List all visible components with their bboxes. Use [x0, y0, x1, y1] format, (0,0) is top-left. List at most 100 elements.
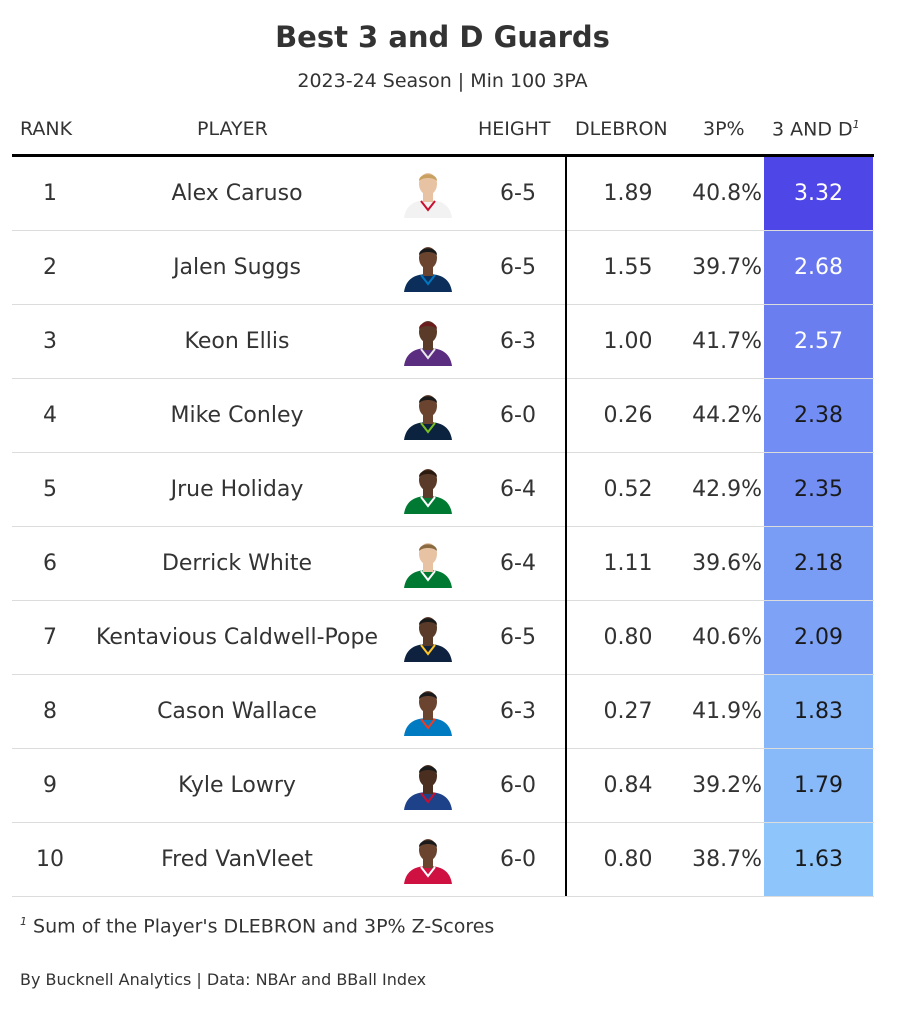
table-row: 9 Kyle Lowry 6-0 0.84 39.2% 1.79 — [12, 749, 874, 823]
dlebron-cell: 1.00 — [603, 329, 653, 354]
footnote: 1 Sum of the Player's DLEBRON and 3P% Z-… — [20, 915, 494, 937]
score-cell: 1.63 — [764, 823, 873, 896]
footnote-marker: 1 — [852, 118, 860, 131]
rank-cell: 7 — [43, 625, 57, 650]
table-row: 1 Alex Caruso 6-5 1.89 40.8% 3.32 — [12, 157, 874, 231]
player-name: Cason Wallace — [157, 699, 317, 724]
player-name: Kyle Lowry — [178, 773, 296, 798]
score-cell: 2.35 — [764, 453, 873, 526]
table-row: 8 Cason Wallace 6-3 0.27 41.9% 1.83 — [12, 675, 874, 749]
score-cell: 3.32 — [764, 157, 873, 230]
score-cell: 1.83 — [764, 675, 873, 748]
height-cell: 6-3 — [500, 699, 536, 724]
rank-cell: 9 — [43, 773, 57, 798]
player-headshot-icon — [404, 173, 452, 218]
three-pct-cell: 39.2% — [692, 773, 762, 798]
dlebron-cell: 0.27 — [603, 699, 653, 724]
player-name: Kentavious Caldwell-Pope — [96, 625, 378, 650]
player-name: Fred VanVleet — [161, 847, 313, 872]
dlebron-cell: 0.80 — [603, 847, 653, 872]
score-cell: 1.79 — [764, 749, 873, 822]
player-headshot — [400, 168, 456, 218]
player-headshot — [400, 316, 456, 366]
header-3p-pct: 3P% — [703, 118, 745, 140]
score-cell: 2.68 — [764, 231, 873, 304]
rank-cell: 4 — [43, 403, 57, 428]
three-pct-cell: 40.6% — [692, 625, 762, 650]
player-headshot — [400, 686, 456, 736]
rank-cell: 8 — [43, 699, 57, 724]
source-credit: By Bucknell Analytics | Data: NBAr and B… — [20, 970, 427, 989]
three-pct-cell: 42.9% — [692, 477, 762, 502]
table-row: 5 Jrue Holiday 6-4 0.52 42.9% 2.35 — [12, 453, 874, 527]
player-headshot-icon — [404, 321, 452, 366]
table-body: 1 Alex Caruso 6-5 1.89 40.8% 3.32 2 Jalen Suggs… — [12, 157, 874, 897]
three-pct-cell: 39.6% — [692, 551, 762, 576]
height-cell: 6-5 — [500, 181, 536, 206]
player-name: Jrue Holiday — [170, 477, 304, 502]
chart-subtitle: 2023-24 Season | Min 100 3PA — [297, 70, 588, 92]
dlebron-cell: 0.80 — [603, 625, 653, 650]
player-headshot-icon — [404, 617, 452, 662]
player-headshot — [400, 390, 456, 440]
dlebron-cell: 0.84 — [603, 773, 653, 798]
height-cell: 6-5 — [500, 255, 536, 280]
three-pct-cell: 44.2% — [692, 403, 762, 428]
height-cell: 6-0 — [500, 847, 536, 872]
score-cell: 2.38 — [764, 379, 873, 452]
header-height: HEIGHT — [478, 118, 551, 140]
header-3-and-d-label: 3 AND D — [772, 118, 853, 141]
player-headshot — [400, 464, 456, 514]
player-headshot — [400, 834, 456, 884]
table-row: 2 Jalen Suggs 6-5 1.55 39.7% 2.68 — [12, 231, 874, 305]
table-header: RANK PLAYER HEIGHT DLEBRON 3P% 3 AND D1 — [12, 110, 874, 157]
dlebron-cell: 0.52 — [603, 477, 653, 502]
header-player: PLAYER — [197, 118, 268, 140]
three-pct-cell: 39.7% — [692, 255, 762, 280]
height-cell: 6-3 — [500, 329, 536, 354]
three-pct-cell: 38.7% — [692, 847, 762, 872]
ranking-table: RANK PLAYER HEIGHT DLEBRON 3P% 3 AND D 1 … — [12, 110, 874, 897]
rank-cell: 1 — [43, 181, 57, 206]
height-cell: 6-0 — [500, 403, 536, 428]
height-cell: 6-4 — [500, 477, 536, 502]
rank-cell: 6 — [43, 551, 57, 576]
player-name: Mike Conley — [170, 403, 304, 428]
player-headshot — [400, 242, 456, 292]
dlebron-cell: 0.26 — [603, 403, 653, 428]
chart-title: Best 3 and D Guards — [275, 20, 610, 54]
table-row: 6 Derrick White 6-4 1.11 39.6% 2.18 — [12, 527, 874, 601]
table-row: 3 Keon Ellis 6-3 1.00 41.7% 2.57 — [12, 305, 874, 379]
rank-cell: 2 — [43, 255, 57, 280]
score-cell: 2.09 — [764, 601, 873, 674]
score-cell: 2.18 — [764, 527, 873, 600]
three-pct-cell: 41.9% — [692, 699, 762, 724]
header-dlebron: DLEBRON — [575, 118, 668, 140]
height-cell: 6-4 — [500, 551, 536, 576]
player-name: Derrick White — [161, 551, 313, 576]
table-row: 4 Mike Conley 6-0 0.26 44.2% 2.38 — [12, 379, 874, 453]
player-headshot — [400, 538, 456, 588]
footnote-number: 1 — [20, 915, 27, 928]
header-rank: RANK — [20, 118, 73, 140]
dlebron-cell: 1.11 — [603, 551, 653, 576]
column-divider — [565, 154, 567, 896]
height-cell: 6-0 — [500, 773, 536, 798]
three-pct-cell: 41.7% — [692, 329, 762, 354]
player-headshot-icon — [404, 839, 452, 884]
player-headshot — [400, 760, 456, 810]
player-headshot-icon — [404, 469, 452, 514]
player-headshot — [400, 612, 456, 662]
three-pct-cell: 40.8% — [692, 181, 762, 206]
player-headshot-icon — [404, 395, 452, 440]
table-row: 7 Kentavious Caldwell-Pope 6-5 0.80 40.6% 2.0… — [12, 601, 874, 675]
table-row: 10 Fred VanVleet 6-0 0.80 38.7% 1.63 — [12, 823, 874, 897]
rank-cell: 3 — [43, 329, 57, 354]
dlebron-cell: 1.89 — [603, 181, 653, 206]
player-headshot-icon — [404, 691, 452, 736]
header-3-and-d: 3 AND D1 — [772, 118, 860, 140]
height-cell: 6-5 — [500, 625, 536, 650]
player-headshot-icon — [404, 543, 452, 588]
player-name: Keon Ellis — [184, 329, 290, 354]
footnote-text: Sum of the Player's DLEBRON and 3P% Z-Sc… — [33, 915, 495, 938]
